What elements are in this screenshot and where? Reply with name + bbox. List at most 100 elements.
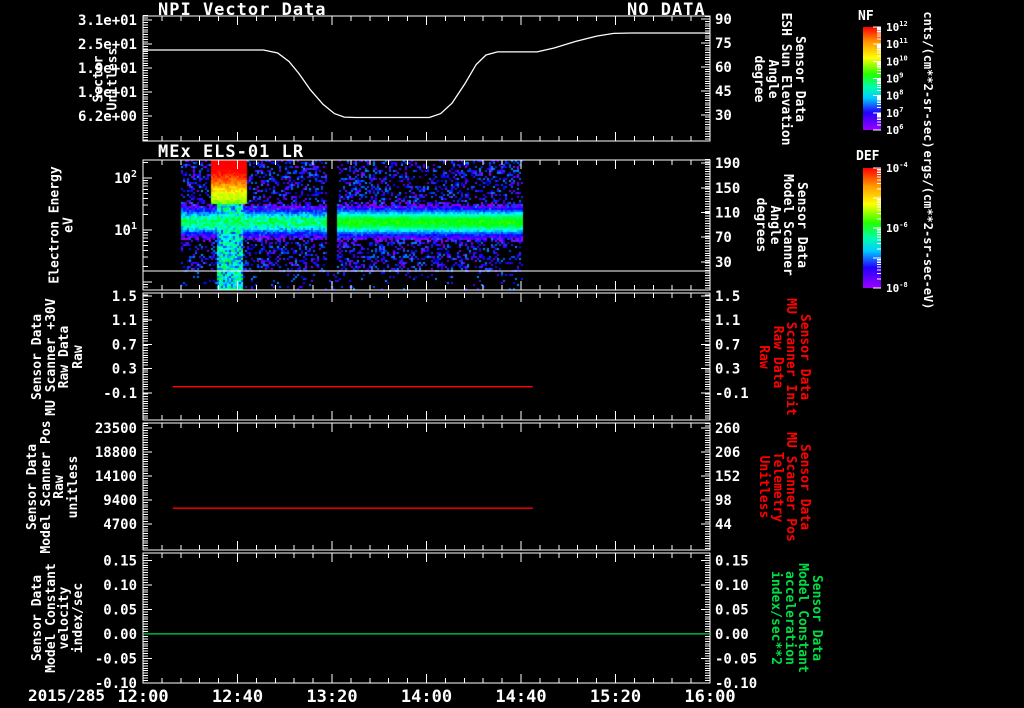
axis-label-line: Telemetry: [770, 451, 785, 523]
panel-2: 102 101 190 150 110 70 30: [114, 156, 740, 291]
axis-label-line: Sensor Data: [30, 574, 45, 662]
tick-label: 206: [715, 445, 740, 461]
tick-label: 12:00: [117, 687, 168, 707]
tick-label: 0.00: [715, 627, 749, 643]
tick-label: 3.1e+01: [78, 13, 137, 29]
axis-label-line: Sensor Data: [797, 313, 812, 401]
tick-label: 1.2e+01: [78, 85, 137, 101]
axis-label-line: Raw Data: [57, 325, 72, 389]
panel-1: 3.1e+01 2.5e+01 1.9e+01 1.2e+01 6.2e+00 90 75 6…: [78, 12, 732, 142]
tick-label: -0.1: [103, 386, 137, 402]
colorbar-gradient: [863, 27, 881, 130]
panel-4: 23500 18800 14100 9400 4700 260 206 152 98 44: [95, 421, 740, 551]
axis-label-line: Raw: [756, 345, 772, 369]
panel-frame: [142, 15, 711, 142]
axis-label-line: Model Constant: [43, 563, 59, 673]
panel5-y-axis-label: Sensor Data Model Constant velocity index/s…: [30, 563, 86, 673]
tick-label: 4700: [103, 517, 137, 533]
axis-label-line: Angle: [765, 59, 780, 99]
tick-label: 0.05: [103, 602, 137, 618]
axis-label-line: Model Scanner Pos: [38, 420, 54, 554]
colorbar-def-title: DEF: [856, 149, 880, 164]
axis-label-line: acceleration: [782, 571, 797, 665]
panel1-y-axis-label: Sector Unitless: [91, 47, 121, 111]
panel2-y-axis-label: Electron Energy eV: [47, 166, 77, 284]
axis-label-line: degrees: [753, 197, 769, 253]
panel1-right-axis-label: Sensor Data ESH Sun Elevation Angle degree: [751, 12, 808, 146]
tick-label: 1.1: [715, 313, 740, 329]
axis-label-line: Angle: [767, 205, 782, 245]
tick-label: 0.7: [715, 337, 740, 353]
colorbar-def: 10-4 10-6 10-8: [863, 161, 908, 295]
axis-label-line: Raw Data: [770, 325, 785, 389]
colorbar-nf-title: NF: [858, 9, 874, 24]
panel-frame: [142, 292, 711, 421]
axis-label-line: Sensor Data: [794, 181, 809, 269]
axis-label-line: Electron Energy: [47, 166, 63, 284]
axis-label-line: Raw: [52, 475, 67, 499]
tick-label: 10-4: [886, 161, 908, 175]
axis-label-line: velocity: [57, 586, 72, 650]
tick-label: 0.3: [112, 362, 137, 378]
axis-label-line: Sector: [91, 55, 107, 103]
axis-label-line: Raw: [70, 345, 86, 369]
axis-label-line: Sensor Data: [25, 443, 40, 531]
tick-label: 0.10: [715, 578, 749, 594]
axis-label-line: index/sec: [70, 582, 86, 654]
tick-label: 1010: [886, 54, 908, 68]
panel-frame: [142, 422, 711, 551]
tick-label: 16:00: [684, 687, 735, 707]
tick-label: 260: [715, 421, 740, 437]
tick-label: 0.00: [103, 627, 137, 643]
axis-label-line: Sensor Data: [797, 443, 812, 531]
tick-label: 90: [715, 12, 732, 28]
tick-label: -0.1: [715, 386, 749, 402]
panel4-right-axis-label: Sensor Data MU Scanner Pos Telemetry Unitle…: [757, 432, 813, 542]
axis-label-line: Sensor Data: [30, 313, 45, 401]
panel2-title: MEx ELS-01 LR: [158, 142, 305, 162]
tick-label: 44: [715, 517, 732, 533]
axis-label-line: ESH Sun Elevation: [778, 12, 794, 146]
tick-label: 101: [114, 221, 137, 239]
tick-label: 9400: [103, 493, 137, 509]
panel-5: 0.15 0.10 0.05 0.00 -0.05 -0.10 0.15 0.10 0.05 0.…: [95, 552, 757, 692]
panel-3: 1.5 1.1 0.7 0.3 -0.1 1.5 1.1 0.7 0.3 -0.1: [103, 289, 749, 421]
axis-label-line: unitless: [65, 455, 81, 519]
panel2-right-axis-label: Sensor Data Model Scanner Angle degrees: [753, 174, 810, 276]
panel4-y-axis-label: Sensor Data Model Scanner Pos Raw unitless: [25, 420, 81, 554]
tick-label: 15:20: [590, 687, 641, 707]
tick-label: 12:40: [212, 687, 263, 707]
panel1-title: NPI Vector Data: [158, 0, 327, 20]
axis-label-line: Sensor Data: [792, 35, 807, 123]
tick-label: 14:00: [401, 687, 452, 707]
tick-label: 150: [715, 181, 740, 197]
panel-frame: [142, 552, 711, 684]
tick-label: 107: [886, 106, 903, 120]
tick-label: 60: [715, 60, 732, 76]
tick-label: 2.5e+01: [78, 37, 137, 53]
date-label: 2015/285: [28, 686, 106, 705]
tick-label: 30: [715, 255, 732, 271]
tick-label: 0.10: [103, 578, 137, 594]
tick-label: -0.05: [95, 651, 137, 667]
tick-label: 1.5: [715, 289, 740, 305]
colorbar-nf: 1012 1011 1010 109 108 107 106: [863, 20, 908, 137]
tick-label: 14100: [95, 469, 137, 485]
axis-label-line: degree: [751, 55, 767, 103]
tick-label: 108: [886, 89, 903, 103]
axis-label-line: Model Scanner: [780, 174, 796, 276]
tick-label: 1.1: [112, 313, 137, 329]
tick-label: -0.10: [95, 676, 137, 692]
axis-label-line: Sensor Data: [809, 574, 824, 662]
axis-label-line: MU Scanner +30V: [43, 298, 59, 416]
tick-label: 109: [886, 72, 903, 86]
axis-label-line: eV: [61, 217, 76, 233]
axis-label-line: Unitless: [105, 47, 120, 111]
tick-label: 14:40: [495, 687, 546, 707]
no-data-annotation: NO DATA: [627, 0, 706, 20]
tick-label: 152: [715, 469, 740, 485]
tick-label: 0.15: [715, 553, 749, 569]
tick-label: 6.2e+00: [78, 109, 137, 125]
